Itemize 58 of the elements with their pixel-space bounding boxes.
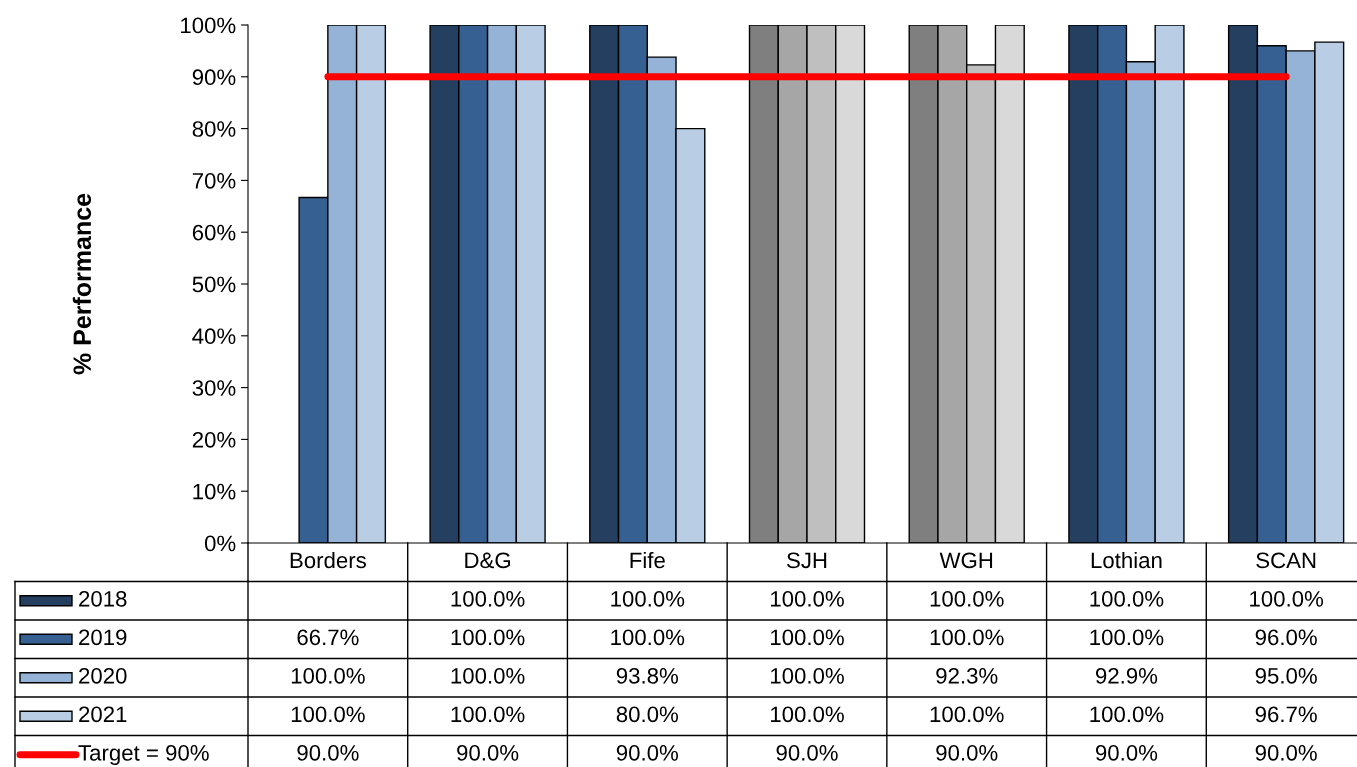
y-tick-label: 100% xyxy=(181,17,236,34)
data-label: 90.0% xyxy=(297,744,359,761)
x-tick-label: Lothian xyxy=(1091,551,1162,569)
data-label: 100.0% xyxy=(1250,590,1324,607)
data-label: 100.0% xyxy=(771,667,844,684)
x-tick-label: SCAN xyxy=(1256,552,1316,569)
data-label: 92.3% xyxy=(936,667,998,684)
data-label: 100.0% xyxy=(930,629,1004,646)
data-label: 100.0% xyxy=(1090,590,1164,607)
legend-label: Target = 90% xyxy=(78,744,209,766)
data-label: 90.0% xyxy=(457,744,519,761)
y-tick-label: 30% xyxy=(192,380,236,396)
data-label: 100.0% xyxy=(291,706,365,723)
data-label: 100.0% xyxy=(451,629,525,646)
y-tick-label: 50% xyxy=(192,276,236,293)
data-label: 100.0% xyxy=(1090,706,1164,723)
data-label: 90.0% xyxy=(936,744,998,761)
data-label: 90.0% xyxy=(616,744,678,761)
data-label: 95.0% xyxy=(1255,667,1317,684)
y-tick-label: 80% xyxy=(192,121,236,137)
data-label: 100.0% xyxy=(451,706,525,723)
data-label: 100.0% xyxy=(1090,629,1164,646)
data-label: 92.9% xyxy=(1095,667,1158,684)
data-label: 96.0% xyxy=(1255,629,1317,646)
x-tick-label: WGH xyxy=(939,552,993,569)
y-tick-label: 60% xyxy=(192,224,236,241)
data-label: 90.0% xyxy=(1095,744,1158,761)
legend-label: 2020 xyxy=(79,667,127,684)
data-label: 66.7% xyxy=(297,629,359,646)
data-label: 80.0% xyxy=(616,706,678,723)
y-axis-title: % Performance xyxy=(72,193,92,375)
x-tick-label: Borders xyxy=(290,551,366,569)
y-tick-label: 40% xyxy=(192,328,236,345)
data-label: 100.0% xyxy=(771,629,844,646)
x-tick-label: D&G xyxy=(465,552,510,569)
data-label: 96.7% xyxy=(1255,706,1317,723)
data-label: 93.8% xyxy=(616,667,678,684)
data-label: 100.0% xyxy=(451,590,525,607)
data-label: 100.0% xyxy=(930,590,1004,607)
data-label: 100.0% xyxy=(611,629,685,646)
y-tick-label: 70% xyxy=(192,172,236,189)
y-tick-label: 90% xyxy=(192,69,236,86)
x-tick-label: Fife xyxy=(630,551,665,569)
y-tick-label: 20% xyxy=(192,431,236,448)
data-label: 90.0% xyxy=(776,744,838,761)
data-label: 100.0% xyxy=(771,706,844,723)
data-label: 100.0% xyxy=(451,667,525,684)
data-label: 100.0% xyxy=(930,706,1004,723)
data-label: 100.0% xyxy=(611,590,685,607)
data-label: 100.0% xyxy=(291,667,365,684)
legend-label: 2019 xyxy=(79,629,127,646)
legend-label: 2018 xyxy=(79,590,127,607)
legend-label: 2021 xyxy=(79,706,127,723)
data-label: 90.0% xyxy=(1255,744,1317,761)
x-tick-label: SJH xyxy=(787,552,827,569)
y-tick-label: 10% xyxy=(193,483,236,500)
data-label: 100.0% xyxy=(771,590,844,607)
y-tick-label: 0% xyxy=(204,535,236,552)
